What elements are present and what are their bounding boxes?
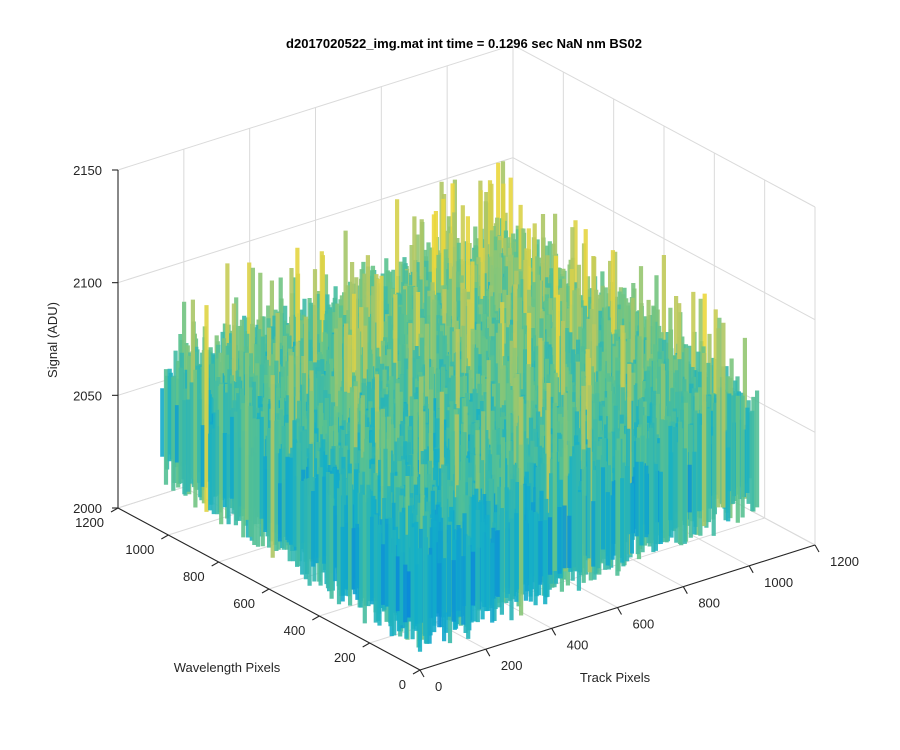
grid-line-z xyxy=(117,44,816,208)
surface-layer xyxy=(160,161,760,652)
grid-line-z xyxy=(117,157,816,321)
